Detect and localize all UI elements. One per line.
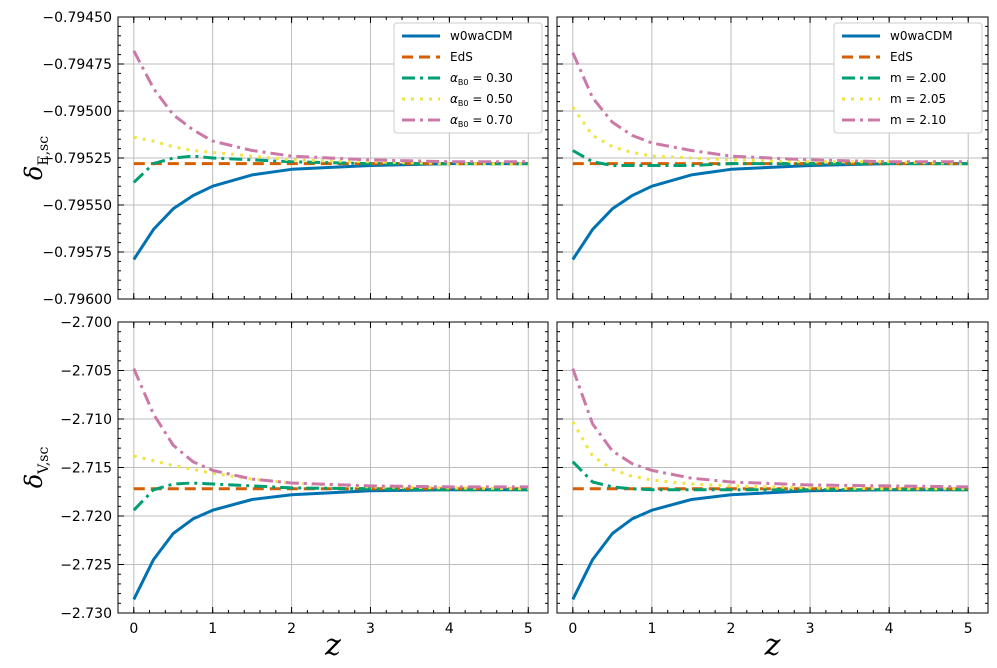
series-line — [571, 368, 969, 489]
y-tick-label: −0.79550 — [42, 198, 112, 214]
chart-panel-bottom-right: 0 1 2 3 4 5 z — [556, 321, 989, 663]
x-tick-label: 0 — [129, 621, 138, 637]
legend-box — [833, 22, 983, 134]
x-tick-label: 2 — [727, 621, 736, 637]
x-tick-label: 1 — [208, 621, 217, 637]
series-line — [133, 135, 529, 166]
x-tick-label: 3 — [806, 621, 815, 637]
y-tick-label: −2.725 — [60, 558, 112, 574]
legend-label: m = 2.05 — [890, 92, 946, 106]
series-line — [571, 488, 969, 601]
y-tick-label: −2.730 — [60, 606, 112, 622]
chart-panel-top-left: −0.79450 −0.79475 −0.79500 −0.79525 −0.79550… — [20, 10, 549, 308]
y-tick-label: −0.79525 — [42, 151, 112, 167]
series-line — [571, 162, 969, 261]
y-tick-label: −2.720 — [60, 509, 112, 525]
y-tick-label: −0.79575 — [42, 245, 112, 261]
series-line — [133, 454, 529, 491]
series-line — [571, 421, 969, 491]
series-line — [132, 50, 529, 164]
x-tick-label: 1 — [647, 621, 656, 637]
series-line — [132, 488, 529, 601]
legend-label: m = 2.00 — [890, 71, 946, 85]
series-line — [571, 106, 969, 166]
y-tick-label: −2.715 — [60, 461, 112, 477]
y-tick-label: −2.710 — [60, 412, 112, 428]
x-tick-label: 2 — [287, 621, 296, 637]
legend-label: EdS — [890, 50, 913, 64]
x-tick-label: 5 — [524, 621, 533, 637]
x-tick-label: 0 — [568, 621, 577, 637]
y-tick-label: −0.79600 — [42, 292, 112, 308]
chart-panel-top-right: w0waCDM EdS m = 2.00 m = 2.05 m = 2.10 — [556, 16, 989, 300]
chart-panel-bottom-left: −2.700 −2.705 −2.710 −2.715 −2.720 −2.725 −2.7… — [20, 315, 549, 663]
y-tick-label: −0.79450 — [42, 10, 112, 26]
legend-label: αB0 = 0.70 — [450, 113, 513, 129]
series-line — [572, 149, 969, 167]
series-line — [571, 52, 969, 164]
x-tick-label: 4 — [445, 621, 454, 637]
legend-label: αB0 = 0.30 — [450, 71, 513, 87]
y-tick-label: −0.79500 — [42, 104, 112, 120]
legend-label: EdS — [450, 50, 473, 64]
x-tick-label: 5 — [964, 621, 973, 637]
x-tick-label: 3 — [366, 621, 375, 637]
x-tick-label: 4 — [885, 621, 894, 637]
x-axis-label: z — [764, 628, 781, 663]
legend-label: m = 2.10 — [890, 113, 946, 127]
y-tick-label: −0.79475 — [42, 57, 112, 73]
series-line — [571, 460, 969, 492]
legend-label: w0waCDM — [890, 29, 953, 43]
y-axis-label: δV,sc — [20, 447, 52, 489]
y-axis-label: δE,sc — [20, 136, 52, 180]
series-line — [132, 368, 529, 489]
series-line — [132, 154, 529, 184]
legend: w0waCDM EdS αB0 = 0.30 αB0 = 0.50 αB0 = 0.70 — [393, 22, 543, 134]
legend: w0waCDM EdS m = 2.00 m = 2.05 m = 2.10 — [833, 22, 983, 134]
legend-label: αB0 = 0.50 — [450, 92, 513, 108]
x-axis-label: z — [324, 628, 341, 663]
y-tick-label: −2.705 — [60, 364, 112, 380]
legend-label: w0waCDM — [450, 29, 513, 43]
series-line — [132, 481, 529, 512]
legend-box — [393, 22, 543, 134]
series-line — [132, 162, 529, 261]
y-tick-label: −2.700 — [60, 315, 112, 331]
